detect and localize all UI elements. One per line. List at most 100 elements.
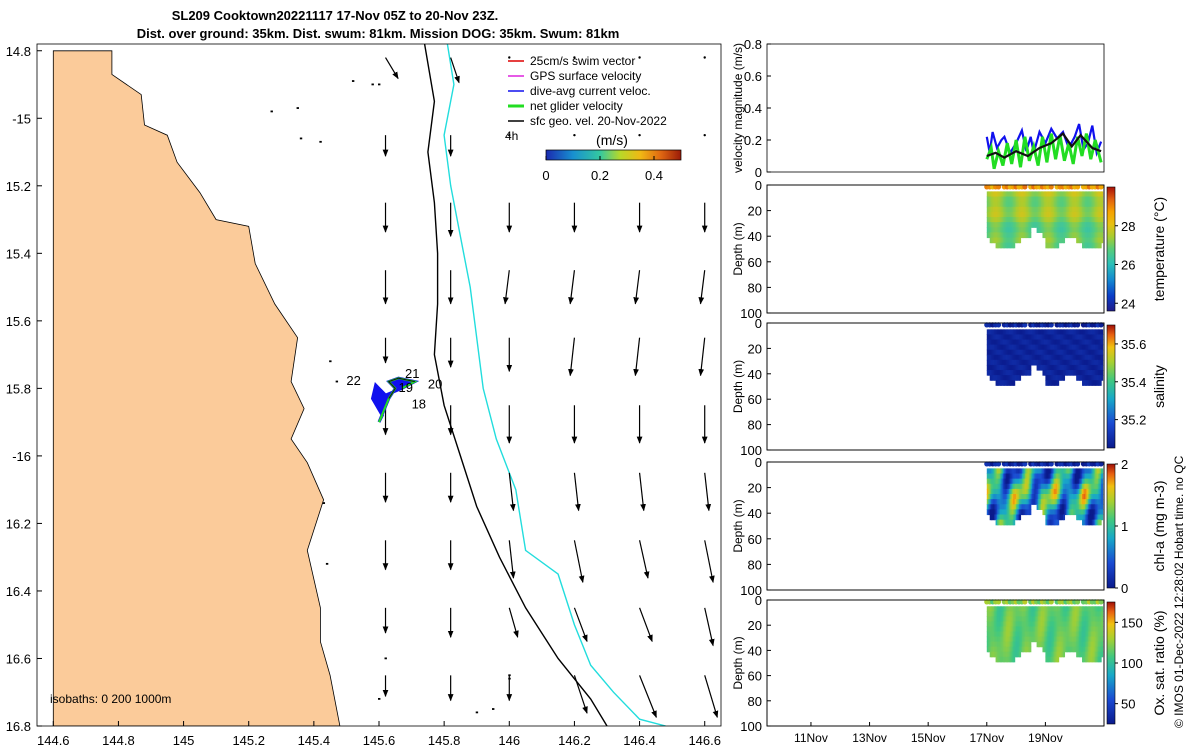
field-cell [1042,504,1045,510]
field-cell [1086,369,1089,376]
field-cell [1048,380,1051,386]
field-cell [1030,201,1033,208]
field-cell [1023,641,1026,648]
field-cell [1052,519,1055,526]
field-cell [1001,611,1004,617]
field-cell [1020,494,1023,500]
field-cell [1046,483,1049,490]
field-cell [1055,509,1058,516]
field-cell [1029,606,1032,612]
field-cell [989,488,992,495]
field-cell [994,369,997,376]
field-cell [986,344,989,351]
field-cell [1046,606,1049,612]
field-cell [1030,499,1033,505]
field-cell [1029,483,1032,490]
field-cell [991,369,994,376]
field-cell [1092,211,1095,218]
field-cell [1064,206,1067,213]
field-cell [1019,611,1022,617]
field-cell [1017,222,1020,228]
field-cell [1019,354,1022,361]
field-cell [1057,242,1060,249]
field-cell [1079,211,1082,218]
field-cell [1035,468,1038,475]
field-cell [1090,354,1093,361]
field-cell [1002,504,1005,510]
field-cell [1061,334,1064,341]
field-cell [1058,621,1061,628]
field-cell [1026,354,1029,361]
field-cell [1051,641,1054,648]
field-cell [1049,364,1052,371]
field-cell [1082,468,1085,475]
field-cell [1084,636,1088,643]
depth-y-tick-label: 60 [748,255,762,270]
field-cell [1087,626,1090,633]
field-cell [1071,364,1074,371]
surface-sample [995,322,1002,328]
field-cell [1083,651,1086,658]
field-cell [1068,488,1071,495]
field-cell [1057,651,1060,658]
field-cell [1086,483,1089,490]
field-cell [1077,494,1080,500]
field-cell [998,344,1001,351]
field-cell [1084,626,1088,633]
field-cell [1098,631,1101,638]
field-cell [1095,232,1098,239]
field-cell [1089,494,1092,500]
field-cell [1090,339,1093,346]
field-cell [1090,349,1093,356]
field-cell [1026,641,1029,648]
field-cell [1010,606,1013,612]
field-cell [1060,354,1063,361]
field-cell [995,359,998,366]
field-cell [1093,217,1096,223]
field-cell [994,514,997,521]
field-cell [1077,641,1080,648]
field-cell [1052,222,1055,228]
field-cell [1057,499,1060,505]
field-cell [986,329,989,336]
field-cell [1061,611,1064,617]
field-cell [1046,478,1049,485]
field-cell [1092,636,1095,643]
field-cell [1079,646,1082,653]
field-cell [1096,206,1099,213]
field-cell [1035,621,1038,628]
field-cell [1060,211,1063,218]
field-cell [1020,621,1023,628]
field-cell [1054,616,1057,623]
field-cell [1008,359,1011,366]
field-cell [1032,191,1035,198]
field-cell [1076,217,1079,223]
field-cell [1058,232,1061,239]
field-cell [1004,494,1007,500]
field-cell [1004,656,1007,663]
field-cell [1077,344,1080,351]
field-cell [1065,641,1068,648]
field-cell [986,227,989,233]
field-cell [1011,191,1014,198]
field-cell [1077,606,1080,612]
field-cell [1016,222,1019,228]
field-cell [1039,349,1042,356]
field-cell [1005,217,1008,223]
field-cell [1070,636,1073,643]
field-cell [988,211,991,218]
field-cell [1079,237,1082,244]
field-cell [1074,626,1077,633]
field-cell [1010,227,1013,233]
field-cell [1058,473,1061,480]
field-cell [1086,222,1089,228]
field-cell [1033,626,1036,633]
field-cell [1049,606,1052,612]
field-cell [1052,339,1055,346]
field-cell [1035,354,1038,361]
field-cell [1095,616,1098,623]
field-cell [1043,349,1046,356]
field-cell [1067,201,1070,208]
field-cell [1046,473,1049,480]
